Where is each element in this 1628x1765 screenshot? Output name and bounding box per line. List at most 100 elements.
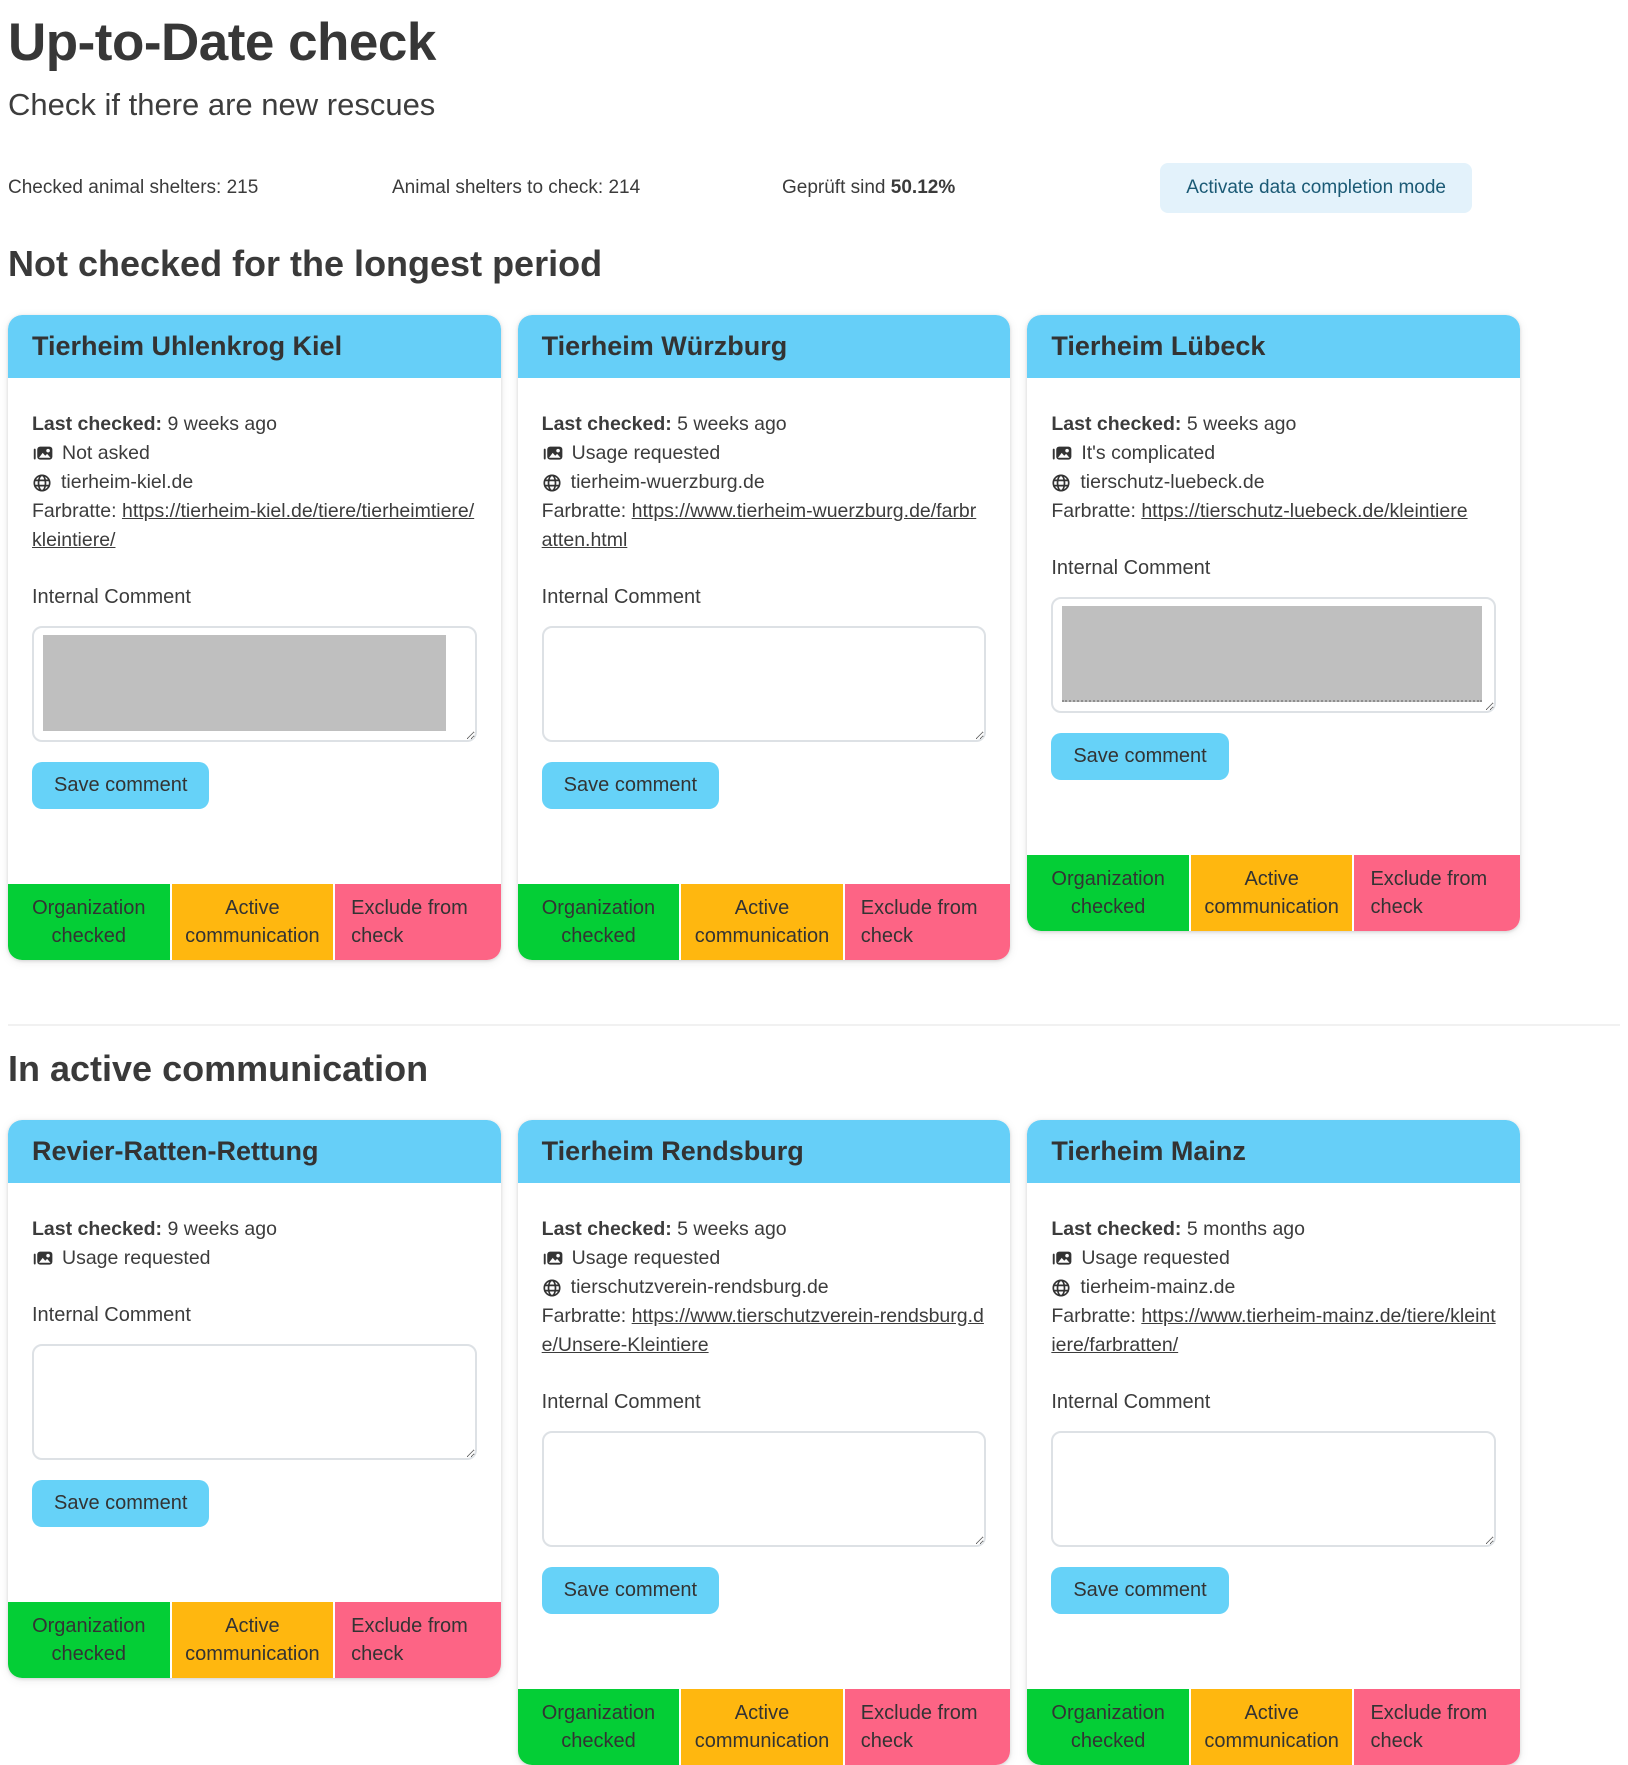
- globe-icon: [32, 473, 52, 493]
- card-footer: Organization checked Active communicatio…: [1027, 1689, 1521, 1765]
- exclude-from-check-button[interactable]: Exclude from check: [335, 1602, 501, 1678]
- farbratte-line: Farbratte: https://tierheim-kiel.de/tier…: [32, 500, 475, 551]
- organization-checked-button[interactable]: Organization checked: [8, 884, 170, 960]
- redacted-comment-content: [43, 635, 446, 731]
- organization-checked-button[interactable]: Organization checked: [8, 1602, 170, 1678]
- active-communication-button[interactable]: Active communication: [1190, 855, 1353, 931]
- website-line: tierheim-kiel.de: [32, 468, 477, 497]
- organization-checked-button[interactable]: Organization checked: [1027, 855, 1189, 931]
- images-icon: [1051, 443, 1072, 464]
- website-line: tierschutz-luebeck.de: [1051, 468, 1496, 497]
- save-comment-button[interactable]: Save comment: [541, 762, 720, 809]
- active-communication-button[interactable]: Active communication: [171, 884, 334, 960]
- page-title: Up-to-Date check: [8, 13, 436, 72]
- active-communication-button[interactable]: Active communication: [681, 1689, 843, 1765]
- exclude-from-check-button[interactable]: Exclude from check: [844, 884, 1011, 960]
- card-footer: Organization checked Active communicatio…: [1027, 855, 1521, 931]
- activate-data-completion-button[interactable]: Activate data completion mode: [1160, 163, 1472, 213]
- last-checked-value: 5 weeks ago: [677, 1218, 787, 1240]
- exclude-from-check-button[interactable]: Exclude from check: [844, 1689, 1011, 1765]
- exclude-from-check-button[interactable]: Exclude from check: [1354, 855, 1521, 931]
- section-title-active-communication: In active communication: [8, 1048, 429, 1089]
- organization-checked-button[interactable]: Organization checked: [1027, 1689, 1189, 1765]
- internal-comment-label: Internal Comment: [1051, 1391, 1211, 1413]
- farbratte-line: Farbratte: https://www.tierschutzverein-…: [541, 1305, 984, 1356]
- save-comment-button[interactable]: Save comment: [1051, 733, 1229, 780]
- card-title: Tierheim Mainz: [1027, 1120, 1521, 1183]
- website-line: tierheim-mainz.de: [1051, 1273, 1496, 1302]
- card-title: Revier-Ratten-Rettung: [8, 1120, 501, 1183]
- globe-icon: [542, 1278, 562, 1298]
- globe-icon: [1051, 1278, 1071, 1298]
- shelter-card: Tierheim Uhlenkrog Kiel Last checked: 9 …: [8, 315, 501, 960]
- last-checked-line: Last checked: 5 weeks ago: [541, 413, 787, 435]
- save-comment-button[interactable]: Save comment: [32, 1480, 210, 1527]
- farbratte-link[interactable]: https://tierheim-kiel.de/tiere/tierheimt…: [32, 500, 475, 551]
- status-line: Usage requested: [542, 1244, 987, 1273]
- stat-checked-shelters: Checked animal shelters: 215: [8, 177, 259, 198]
- images-icon: [32, 1248, 53, 1269]
- stats-row: Checked animal shelters: 215 Animal shel…: [8, 163, 1620, 213]
- shelter-card: Tierheim Würzburg Last checked: 5 weeks …: [517, 315, 1011, 960]
- internal-comment-input[interactable]: [541, 626, 987, 742]
- farbratte-link[interactable]: https://www.tierheim-wuerzburg.de/farbra…: [541, 500, 977, 551]
- active-communication-button[interactable]: Active communication: [681, 884, 843, 960]
- shelter-card: Tierheim Rendsburg Last checked: 5 weeks…: [517, 1120, 1011, 1765]
- internal-comment-input[interactable]: [32, 1344, 477, 1460]
- save-comment-button[interactable]: Save comment: [32, 762, 210, 809]
- shelter-card: Tierheim Mainz Last checked: 5 months ag…: [1027, 1120, 1521, 1765]
- section-title-not-checked: Not checked for the longest period: [8, 243, 603, 284]
- internal-comment-label: Internal Comment: [541, 1391, 701, 1413]
- last-checked-line: Last checked: 9 weeks ago: [32, 1218, 277, 1240]
- stat-shelters-to-check: Animal shelters to check: 214: [392, 177, 641, 198]
- section-divider: [8, 1024, 1620, 1026]
- globe-icon: [1051, 473, 1071, 493]
- status-line: Usage requested: [1051, 1244, 1496, 1273]
- internal-comment-label: Internal Comment: [541, 586, 701, 608]
- internal-comment-label: Internal Comment: [32, 586, 191, 608]
- last-checked-value: 9 weeks ago: [167, 413, 277, 435]
- farbratte-link[interactable]: https://tierschutz-luebeck.de/kleintiere: [1141, 500, 1468, 522]
- card-title: Tierheim Rendsburg: [517, 1120, 1011, 1183]
- card-title: Tierheim Lübeck: [1027, 315, 1521, 378]
- status-line: Usage requested: [542, 439, 987, 468]
- organization-checked-button[interactable]: Organization checked: [517, 884, 680, 960]
- internal-comment-input[interactable]: [1051, 1431, 1497, 1547]
- active-communication-button[interactable]: Active communication: [171, 1602, 334, 1678]
- cards-row-not-checked: Tierheim Uhlenkrog Kiel Last checked: 9 …: [8, 315, 1521, 960]
- active-communication-button[interactable]: Active communication: [1190, 1689, 1353, 1765]
- website-text: tierschutz-luebeck.de: [1080, 471, 1265, 493]
- card-footer: Organization checked Active communicatio…: [517, 884, 1011, 960]
- farbratte-line: Farbratte: https://www.tierheim-mainz.de…: [1051, 1305, 1496, 1356]
- globe-icon: [542, 473, 562, 493]
- stat-percent-value: 50.12%: [890, 177, 956, 198]
- save-comment-button[interactable]: Save comment: [1051, 1567, 1229, 1614]
- exclude-from-check-button[interactable]: Exclude from check: [335, 884, 501, 960]
- status-text: Usage requested: [62, 1247, 211, 1269]
- stat-percent-checked: Geprüft sind 50.12%: [782, 177, 956, 198]
- stat-to-check-value: 214: [608, 177, 641, 198]
- shelter-card: Tierheim Lübeck Last checked: 5 weeks ag…: [1027, 315, 1521, 931]
- exclude-from-check-button[interactable]: Exclude from check: [1354, 1689, 1521, 1765]
- organization-checked-button[interactable]: Organization checked: [517, 1689, 680, 1765]
- images-icon: [1051, 1248, 1072, 1269]
- internal-comment-input[interactable]: [541, 1431, 987, 1547]
- shelter-card: Revier-Ratten-Rettung Last checked: 9 we…: [8, 1120, 501, 1678]
- website-text: tierheim-kiel.de: [61, 471, 194, 493]
- status-line: Usage requested: [32, 1244, 477, 1273]
- card-title: Tierheim Würzburg: [517, 315, 1011, 378]
- internal-comment-label: Internal Comment: [32, 1304, 191, 1326]
- card-footer: Organization checked Active communicatio…: [8, 1602, 501, 1678]
- last-checked-value: 5 weeks ago: [1186, 413, 1297, 435]
- save-comment-button[interactable]: Save comment: [541, 1567, 720, 1614]
- card-title: Tierheim Uhlenkrog Kiel: [8, 315, 501, 378]
- last-checked-line: Last checked: 5 weeks ago: [1051, 413, 1297, 435]
- images-icon: [542, 1248, 563, 1269]
- website-line: tierschutzverein-rendsburg.de: [542, 1273, 987, 1302]
- status-text: Usage requested: [571, 1247, 721, 1269]
- internal-comment-label: Internal Comment: [1051, 557, 1211, 579]
- last-checked-value: 5 months ago: [1186, 1218, 1305, 1240]
- last-checked-value: 9 weeks ago: [167, 1218, 277, 1240]
- page-subtitle: Check if there are new rescues: [8, 87, 436, 122]
